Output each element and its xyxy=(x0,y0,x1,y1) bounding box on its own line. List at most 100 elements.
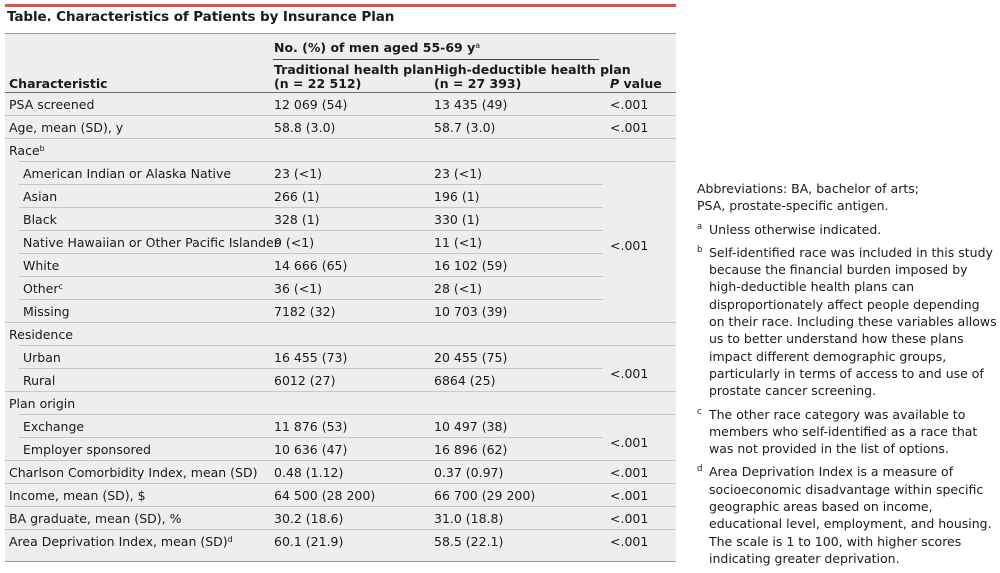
cell-high-deductible: 330 (1) xyxy=(434,212,480,227)
cell-characteristic: Plan origin xyxy=(9,396,76,411)
table-row: American Indian or Alaska Native 23 (<1) 2… xyxy=(5,162,676,185)
table-row: Otherc 36 (<1) 28 (<1) xyxy=(5,277,676,300)
row-divider xyxy=(19,368,603,369)
table-row: Area Deprivation Index, mean (SD)d 60.1 (… xyxy=(5,530,676,553)
cell-characteristic: Age, mean (SD), y xyxy=(9,120,124,135)
p-value-race: <.001 xyxy=(610,238,649,253)
table-row: Income, mean (SD), $ 64 500 (28 200) 66 70… xyxy=(5,484,676,507)
footnote: a Unless otherwise indicated. xyxy=(697,221,997,238)
cell-high-deductible: 16 896 (62) xyxy=(434,442,508,457)
cell-characteristic: Charlson Comorbidity Index, mean (SD) xyxy=(9,465,258,480)
row-divider xyxy=(19,414,676,415)
cell-p-value: <.001 xyxy=(610,488,649,503)
title-rule xyxy=(5,4,676,7)
table-row: Native Hawaiian or Other Pacific Islande… xyxy=(5,231,676,254)
cell-p-value: <.001 xyxy=(610,465,649,480)
cell-high-deductible: 23 (<1) xyxy=(434,166,483,181)
cell-high-deductible: 10 497 (38) xyxy=(434,419,508,434)
footnote-mark: d xyxy=(697,464,703,475)
cell-characteristic: Missing xyxy=(23,304,70,319)
cell-characteristic: Employer sponsored xyxy=(23,442,151,457)
cell-p-value: <.001 xyxy=(610,97,649,112)
table-row: Rural 6012 (27) 6864 (25) xyxy=(5,369,676,392)
p-value-plan-origin: <.001 xyxy=(610,435,649,450)
cell-traditional: 6012 (27) xyxy=(274,373,336,388)
row-divider xyxy=(19,253,603,254)
cell-high-deductible: 20 455 (75) xyxy=(434,350,508,365)
cell-traditional: 36 (<1) xyxy=(274,281,323,296)
cell-high-deductible: 13 435 (49) xyxy=(434,97,508,112)
abbreviations: Abbreviations: BA, bachelor of arts; PSA… xyxy=(697,181,919,214)
table-row: Black 328 (1) 330 (1) xyxy=(5,208,676,231)
cell-traditional: 328 (1) xyxy=(274,212,320,227)
row-divider xyxy=(19,230,603,231)
cell-high-deductible: 11 (<1) xyxy=(434,235,483,250)
cell-traditional: 30.2 (18.6) xyxy=(274,511,344,526)
cell-high-deductible: 16 102 (59) xyxy=(434,258,508,273)
row-divider xyxy=(5,391,676,392)
cell-traditional: 7182 (32) xyxy=(274,304,336,319)
table-row: Age, mean (SD), y 58.8 (3.0) 58.7 (3.0) <.0… xyxy=(5,116,676,139)
row-divider xyxy=(19,161,676,162)
table-row: Missing 7182 (32) 10 703 (39) xyxy=(5,300,676,323)
row-divider xyxy=(19,437,603,438)
footnote: d Area Deprivation Index is a measure of … xyxy=(697,463,997,567)
cell-characteristic: Income, mean (SD), $ xyxy=(9,488,146,503)
cell-characteristic: Area Deprivation Index, mean (SD)d xyxy=(9,534,233,549)
table-row: PSA screened 12 069 (54) 13 435 (49) <.001 xyxy=(5,93,676,116)
table-row: Asian 266 (1) 196 (1) xyxy=(5,185,676,208)
header-characteristic: Characteristic xyxy=(9,76,108,91)
cell-characteristic: PSA screened xyxy=(9,97,95,112)
cell-characteristic: Residence xyxy=(9,327,73,342)
table-row: Employer sponsored 10 636 (47) 16 896 (62) xyxy=(5,438,676,461)
table-header: No. (%) of men aged 55-69 ya Characteris… xyxy=(5,33,676,93)
header-traditional-plan: Traditional health plan (n = 22 512) xyxy=(274,62,434,91)
cell-high-deductible: 10 703 (39) xyxy=(434,304,508,319)
row-divider xyxy=(19,299,603,300)
p-value-residence: <.001 xyxy=(610,366,649,381)
cell-high-deductible: 58.5 (22.1) xyxy=(434,534,504,549)
table-row: Raceb xyxy=(5,139,676,162)
characteristics-table: No. (%) of men aged 55-69 ya Characteris… xyxy=(5,33,676,562)
table-notes: Abbreviations: BA, bachelor of arts; PSA… xyxy=(697,180,997,573)
cell-characteristic: Raceb xyxy=(9,143,45,158)
row-divider xyxy=(19,276,603,277)
footnote: b Self-identified race was included in th… xyxy=(697,244,997,400)
table-row: Plan origin xyxy=(5,392,676,415)
cell-high-deductible: 28 (<1) xyxy=(434,281,483,296)
row-divider xyxy=(5,506,676,507)
table-row: White 14 666 (65) 16 102 (59) xyxy=(5,254,676,277)
footnote-text: Unless otherwise indicated. xyxy=(709,221,882,237)
table-title: Table. Characteristics of Patients by In… xyxy=(7,9,395,25)
cell-traditional: 12 069 (54) xyxy=(274,97,348,112)
row-divider xyxy=(5,460,676,461)
row-divider xyxy=(5,138,676,139)
cell-characteristic: Native Hawaiian or Other Pacific Islande… xyxy=(23,235,279,250)
table-row: BA graduate, mean (SD), % 30.2 (18.6) 31.0… xyxy=(5,507,676,530)
cell-characteristic: Exchange xyxy=(23,419,85,434)
cell-traditional: 14 666 (65) xyxy=(274,258,348,273)
cell-traditional: 11 876 (53) xyxy=(274,419,348,434)
cell-characteristic: American Indian or Alaska Native xyxy=(23,166,232,181)
cell-characteristic: Rural xyxy=(23,373,56,388)
footnote-mark: c xyxy=(697,406,702,417)
footnote-mark: a xyxy=(697,221,703,232)
cell-characteristic: Asian xyxy=(23,189,58,204)
footnote-mark: b xyxy=(697,244,703,255)
row-divider xyxy=(5,483,676,484)
footnote-text: Self-identified race was included in thi… xyxy=(709,244,997,399)
cell-traditional: 0.48 (1.12) xyxy=(274,465,344,480)
row-divider xyxy=(19,184,603,185)
cell-high-deductible: 58.7 (3.0) xyxy=(434,120,496,135)
cell-characteristic: Black xyxy=(23,212,57,227)
table-row: Charlson Comorbidity Index, mean (SD) 0.4… xyxy=(5,461,676,484)
cell-traditional: 23 (<1) xyxy=(274,166,323,181)
row-divider xyxy=(19,207,603,208)
header-high-deductible-plan: High-deductible health plan (n = 27 393) xyxy=(434,62,631,91)
header-p-value: P value xyxy=(610,76,662,91)
table-row: Exchange 11 876 (53) 10 497 (38) xyxy=(5,415,676,438)
cell-high-deductible: 196 (1) xyxy=(434,189,480,204)
cell-traditional: 60.1 (21.9) xyxy=(274,534,344,549)
column-group-label: No. (%) of men aged 55-69 ya xyxy=(274,40,481,55)
cell-traditional: 64 500 (28 200) xyxy=(274,488,376,503)
